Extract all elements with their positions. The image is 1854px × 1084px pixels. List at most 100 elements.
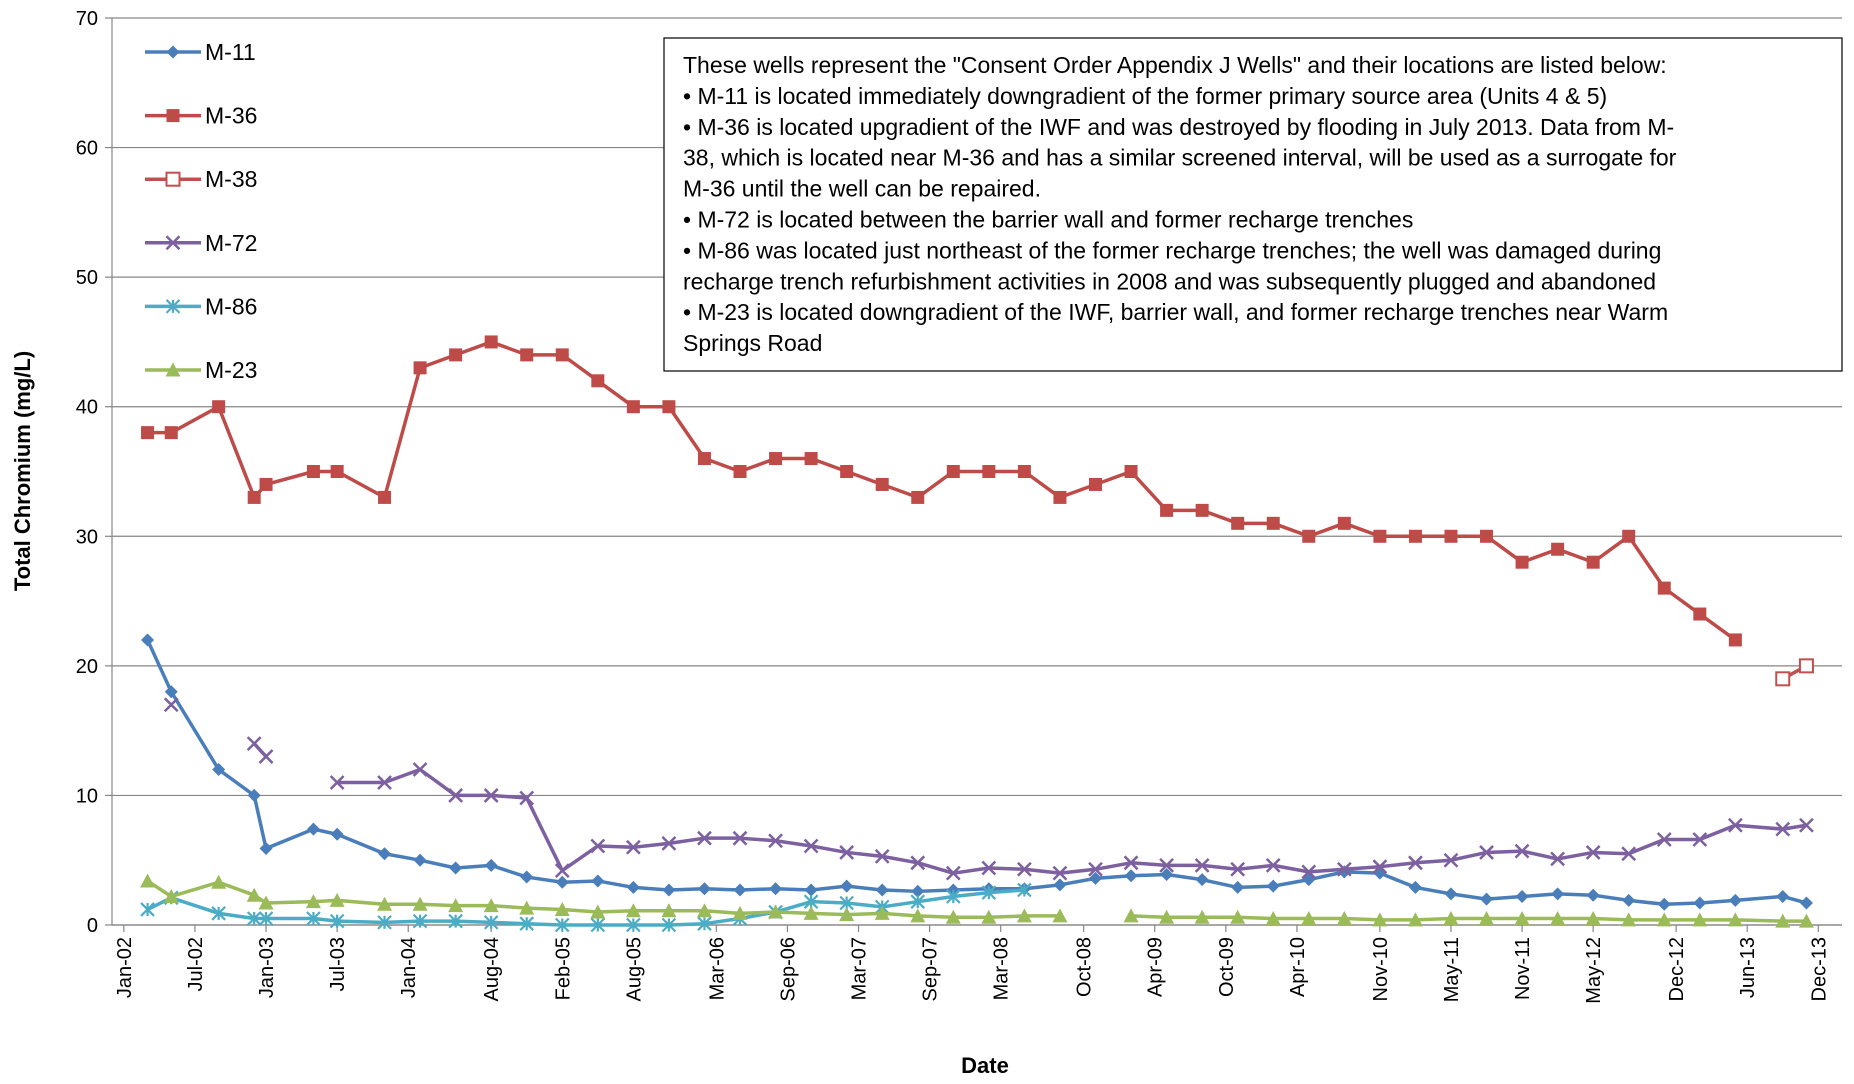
data-point [768,904,784,919]
data-point [732,830,748,846]
data-point [874,848,890,864]
data-point [554,917,570,933]
data-point [840,879,854,893]
x-tick-label: Jan-03 [256,937,278,998]
annotation-line: recharge trench refurbishment activities… [683,268,1656,294]
data-point [626,880,640,894]
data-point [1443,852,1459,868]
data-point [1194,858,1210,873]
data-point [1337,516,1351,530]
x-axis-label: Date [961,1053,1009,1078]
data-point [1799,896,1813,910]
data-point [661,903,677,918]
annotation-line: M-36 until the well can be repaired. [683,176,1041,202]
data-point [1266,879,1280,893]
data-point [520,870,534,884]
y-tick-label: 70 [76,8,98,30]
data-point [330,827,344,841]
data-point [732,905,748,920]
data-point [247,788,261,802]
data-point [1656,912,1672,927]
data-point [1408,529,1422,543]
x-tick-label: Oct-08 [1074,937,1096,997]
y-tick-label: 40 [76,397,98,419]
data-point [1692,912,1708,927]
data-point [1621,912,1637,927]
data-point [1622,529,1636,543]
data-point [519,790,535,806]
annotation-line: Springs Road [683,330,822,356]
annotation-line: • M-11 is located immediately downgradie… [683,83,1607,109]
data-point [1159,858,1174,873]
data-point [839,907,855,922]
data-point [412,913,428,929]
data-point [258,749,274,764]
data-point [1266,516,1280,530]
series-line [147,340,1737,642]
data-point [1124,869,1138,883]
data-point [590,917,606,933]
x-tick-label: Sep-07 [920,937,942,1002]
legend-marker [165,235,181,251]
data-point [448,788,464,803]
y-tick-label: 60 [76,138,98,160]
annotation-line: • M-36 is located upgradient of the IWF … [683,114,1674,140]
data-point [1372,912,1388,927]
data-point [946,465,960,478]
data-point [733,465,747,478]
x-tick-label: May-11 [1441,937,1463,1002]
data-point [448,913,463,929]
annotation-line: These wells represent the "Consent Order… [683,52,1667,78]
legend-marker [166,45,180,59]
data-point [839,845,855,860]
data-point [697,916,712,931]
data-point [1621,846,1637,862]
data-point [212,763,226,777]
data-point [484,858,498,872]
annotation-line: 38, which is located near M-36 and has a… [683,145,1677,171]
data-point [247,490,261,504]
data-point [591,374,605,388]
data-point [1775,671,1791,687]
data-point [768,833,783,849]
data-point [1160,867,1174,881]
data-point [1551,542,1565,556]
data-point [1017,882,1032,898]
data-point [1692,832,1708,847]
data-point [1336,911,1352,926]
data-point [306,465,320,478]
data-point [1408,880,1422,894]
data-point [1775,913,1791,928]
data-point [1586,888,1600,902]
data-point [483,788,499,803]
data-point [590,904,606,919]
legend-marker [165,171,181,187]
data-point [413,361,427,375]
data-point [1336,861,1352,877]
legend-label: M-86 [205,293,257,319]
data-point [1017,861,1032,877]
data-point [412,762,428,777]
x-tick-label: Dec-13 [1808,937,1830,1001]
data-point [697,882,711,896]
data-point [449,348,463,362]
data-point [1693,607,1707,621]
data-point [1585,845,1601,860]
x-tick-label: Apr-09 [1145,937,1167,997]
data-point [1088,861,1103,877]
data-point [1515,555,1529,569]
data-point [1550,851,1566,867]
data-point [1657,581,1671,595]
data-point [163,888,179,903]
data-point [483,898,499,913]
data-point [140,902,155,917]
data-point [554,901,570,916]
data-point [483,915,499,930]
data-point [804,883,818,897]
legend-marker [165,362,181,377]
y-tick-label: 10 [76,785,98,807]
data-point [1727,817,1743,833]
data-point [874,905,890,920]
data-point [519,916,535,931]
data-point [1265,911,1281,926]
